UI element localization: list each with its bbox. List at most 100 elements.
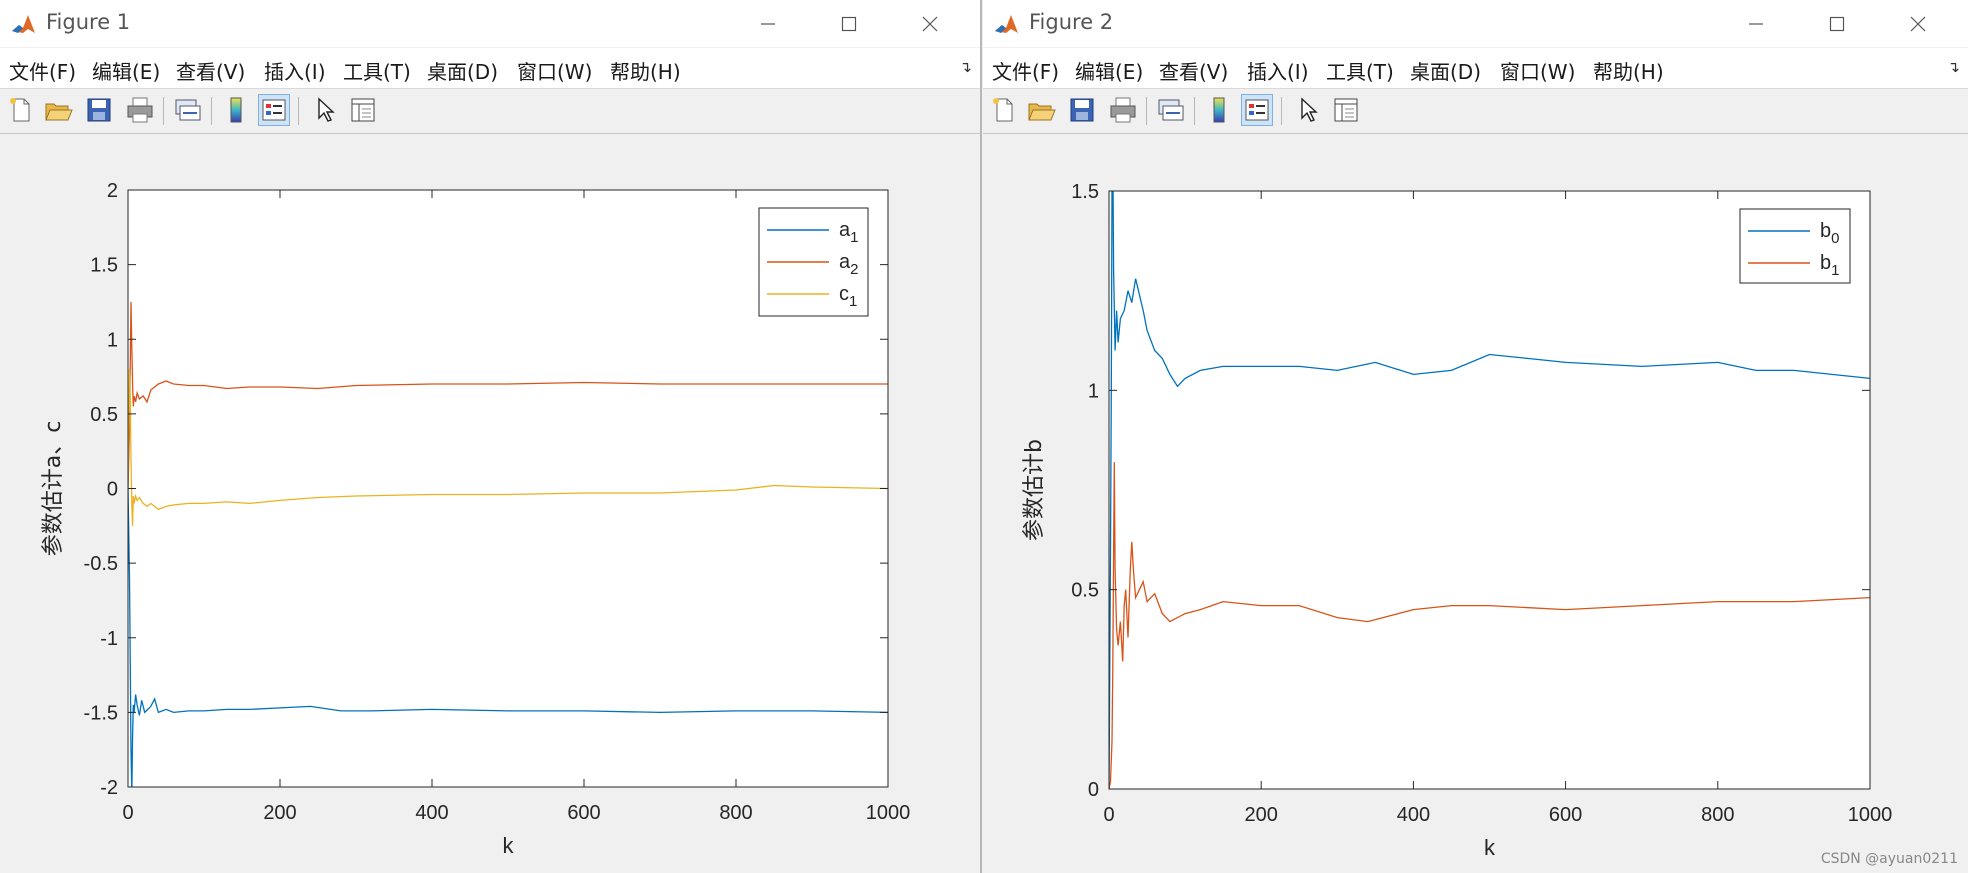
edit-plot-button[interactable]	[308, 94, 340, 126]
legend-button[interactable]	[1241, 94, 1273, 126]
x-tick-label: 800	[1701, 804, 1734, 826]
legend-entry-label: a2	[839, 251, 858, 278]
menu-file[interactable]: 文件(F)	[992, 60, 1060, 84]
x-tick-label: 0	[1103, 804, 1114, 826]
close-icon	[1910, 16, 1925, 32]
new-figure-icon	[993, 98, 1013, 122]
save-icon	[87, 98, 111, 122]
edit-plot-button[interactable]	[1291, 94, 1323, 126]
menu-tools[interactable]: 工具(T)	[1326, 60, 1394, 84]
menu-window[interactable]: 窗口(W)	[1500, 60, 1576, 84]
plot-area-1: 0 200 400 600 800 1000 -2 -1.5 -1 -0.5 0 0.5 1 1.5 2 k 参…	[41, 180, 910, 858]
menu-tools[interactable]: 工具(T)	[343, 60, 411, 84]
x-tick-label: 1000	[1848, 804, 1893, 826]
menu-help[interactable]: 帮助(H)	[610, 60, 681, 84]
figure-toolbar	[983, 89, 1968, 134]
new-figure-button[interactable]	[988, 94, 1020, 126]
x-tick-label: 600	[1549, 804, 1582, 826]
menu-insert[interactable]: 插入(I)	[1247, 60, 1309, 84]
series-line-a1	[128, 488, 888, 787]
legend-button[interactable]	[258, 94, 290, 126]
y-tick-label: 1	[107, 329, 118, 351]
legend-entry-label: b0	[1820, 220, 1839, 247]
legend[interactable]: a1 a2 c1	[758, 207, 869, 317]
minimize-button[interactable]	[727, 6, 808, 42]
save-icon	[1070, 98, 1094, 122]
axes-background	[1109, 191, 1870, 789]
menu-view[interactable]: 查看(V)	[1159, 60, 1229, 84]
property-inspector-icon	[351, 98, 375, 122]
print-icon	[1110, 97, 1136, 123]
edit-plot-icon	[1301, 97, 1318, 122]
title-bar: Figure 1	[0, 0, 980, 47]
series-line-c1	[128, 369, 888, 526]
y-tick-label: 0.5	[90, 404, 118, 426]
y-tick-label: 0	[107, 479, 118, 501]
series-line-a2	[128, 301, 888, 489]
menu-view[interactable]: 查看(V)	[176, 60, 246, 84]
property-inspector-button[interactable]	[347, 94, 379, 126]
y-tick-label: 1.5	[90, 255, 118, 277]
colorbar-icon	[1213, 97, 1225, 123]
x-tick-label: 200	[263, 802, 296, 824]
close-button[interactable]	[889, 6, 970, 42]
dock-arrow-icon[interactable]: ↴	[1947, 58, 1960, 76]
menu-desktop[interactable]: 桌面(D)	[427, 60, 499, 84]
figure-toolbar	[0, 89, 980, 134]
x-tick-label: 200	[1245, 804, 1278, 826]
menu-insert[interactable]: 插入(I)	[264, 60, 326, 84]
minimize-icon	[1748, 23, 1763, 25]
menu-bar: 文件(F) 编辑(E) 查看(V) 插入(I) 工具(T) 桌面(D) 窗口(W…	[983, 48, 1968, 89]
legend-box	[1739, 208, 1851, 284]
link-plot-button[interactable]	[1154, 94, 1186, 126]
property-inspector-button[interactable]	[1330, 94, 1362, 126]
save-button[interactable]	[1066, 94, 1098, 126]
series-line-b0	[1109, 191, 1870, 789]
save-button[interactable]	[83, 94, 115, 126]
menu-edit[interactable]: 编辑(E)	[92, 60, 161, 84]
x-axis-label: k	[1484, 835, 1496, 860]
print-icon	[127, 97, 153, 123]
link-plot-button[interactable]	[171, 94, 203, 126]
legend-entry-label: b1	[1820, 252, 1839, 279]
y-tick-label: -1.5	[84, 702, 118, 724]
watermark: CSDN @ayuan0211	[1820, 851, 1958, 867]
legend-icon	[1245, 99, 1269, 121]
property-inspector-icon	[1334, 98, 1358, 122]
menu-file[interactable]: 文件(F)	[9, 60, 77, 84]
y-tick-label: 1	[1088, 380, 1099, 402]
y-tick-label: 2	[107, 180, 118, 202]
x-axis-label: k	[503, 833, 515, 858]
axes-box	[1108, 190, 1871, 790]
x-tick-label: 600	[567, 802, 600, 824]
y-tick-label: 1.5	[1071, 181, 1099, 203]
colorbar-button[interactable]	[1203, 94, 1235, 126]
dock-arrow-icon[interactable]: ↴	[959, 58, 972, 76]
close-button[interactable]	[1877, 6, 1958, 42]
open-file-icon	[1028, 103, 1056, 121]
print-button[interactable]	[1107, 94, 1139, 126]
x-tick-label: 800	[719, 802, 752, 824]
menu-edit[interactable]: 编辑(E)	[1075, 60, 1144, 84]
maximize-button[interactable]	[808, 6, 889, 42]
new-figure-button[interactable]	[5, 94, 37, 126]
window-title: Figure 2	[1029, 10, 1114, 34]
print-button[interactable]	[124, 94, 156, 126]
menu-desktop[interactable]: 桌面(D)	[1410, 60, 1482, 84]
minimize-button[interactable]	[1715, 6, 1796, 42]
open-file-button[interactable]	[42, 94, 74, 126]
menu-bar: 文件(F) 编辑(E) 查看(V) 插入(I) 工具(T) 桌面(D) 窗口(W…	[0, 48, 980, 89]
x-tick-label: 0	[122, 802, 133, 824]
link-plot-icon	[175, 99, 201, 121]
link-plot-icon	[1158, 99, 1184, 121]
y-axis-label: 参数估计a、c	[41, 421, 66, 557]
maximize-button[interactable]	[1796, 6, 1877, 42]
open-file-button[interactable]	[1025, 94, 1057, 126]
new-figure-icon	[10, 98, 30, 122]
figure-window-1: Figure 1 文件(F) 编辑(E) 查看(V) 插入(I) 工具(T) 桌…	[0, 0, 982, 873]
menu-window[interactable]: 窗口(W)	[517, 60, 593, 84]
menu-help[interactable]: 帮助(H)	[1593, 60, 1664, 84]
colorbar-button[interactable]	[220, 94, 252, 126]
